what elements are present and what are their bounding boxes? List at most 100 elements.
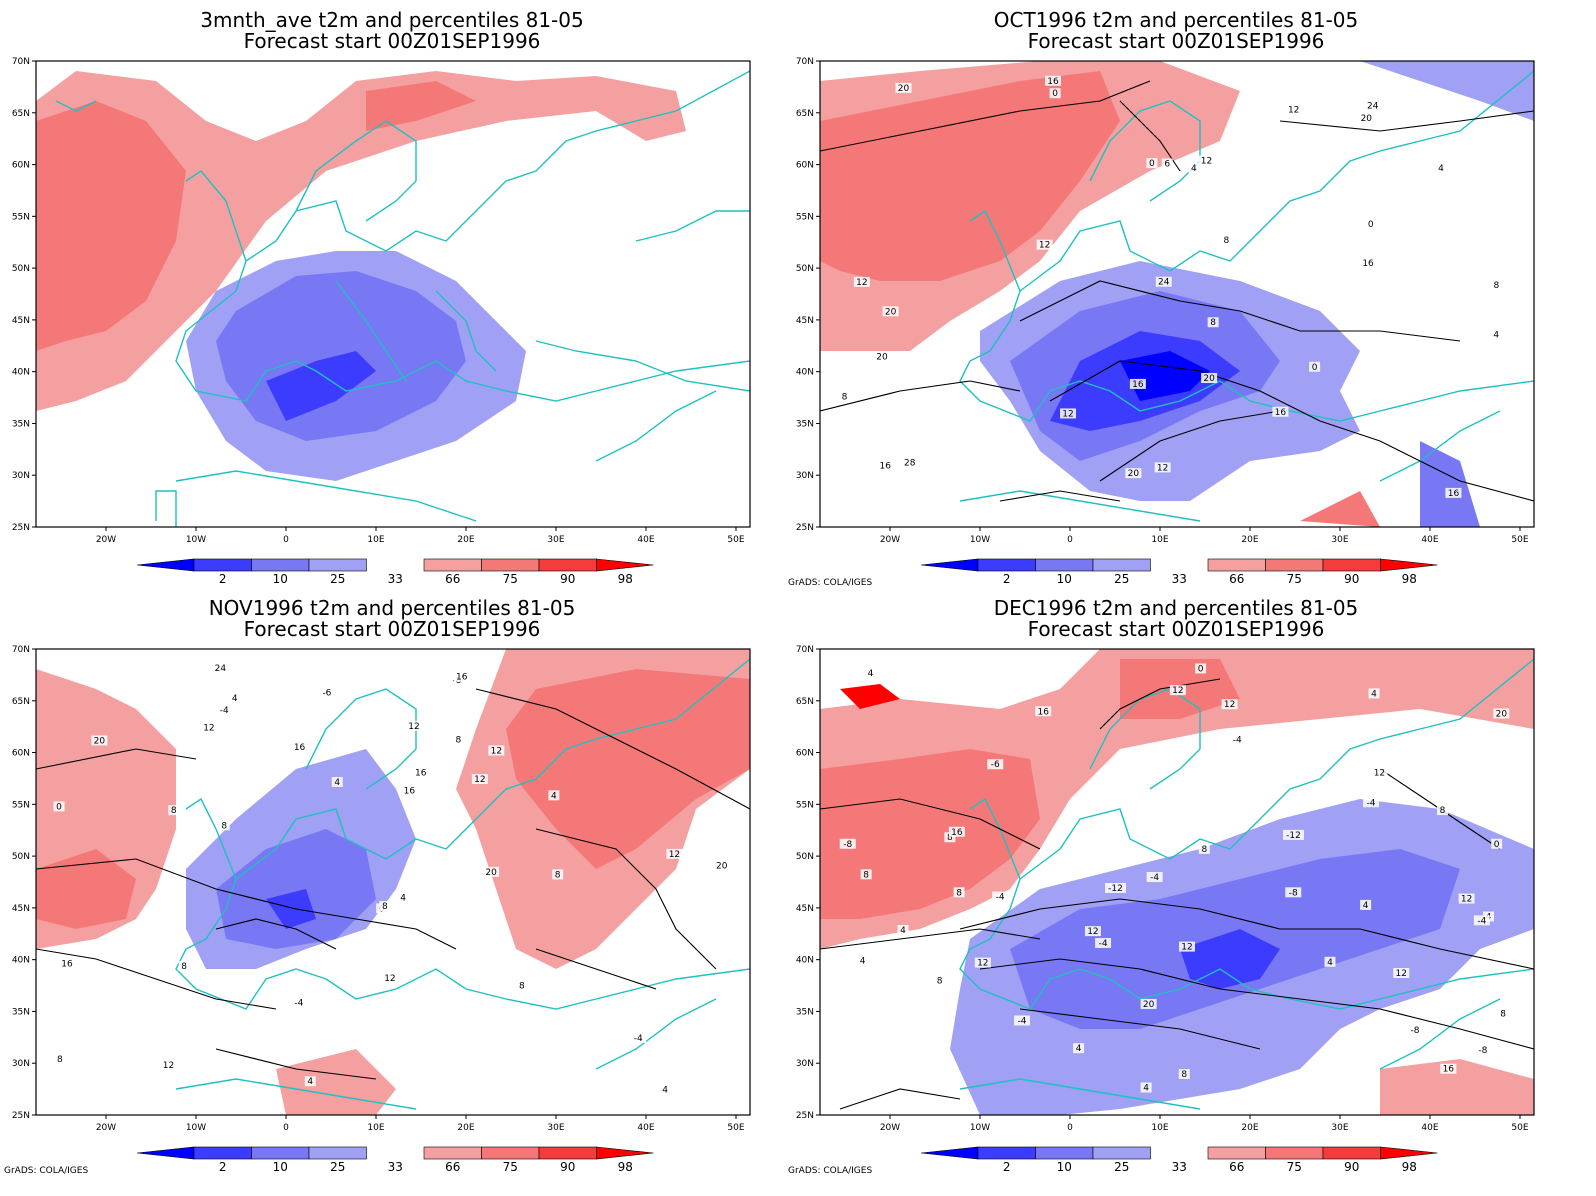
contour-label-bg (1220, 234, 1232, 245)
contour-label: 20 (485, 868, 497, 878)
contour-label: 24 (1158, 278, 1170, 288)
shade-blue-dark (1180, 929, 1280, 989)
contour-label: 8 (382, 902, 388, 912)
shade-red-light (1380, 1059, 1534, 1115)
x-tick-label: 20E (457, 1123, 474, 1133)
shade-red-mid (506, 669, 750, 869)
y-tick-label: 25N (12, 1111, 30, 1121)
x-tick-label: 0 (1067, 535, 1073, 545)
colorbar-label: 75 (1287, 1160, 1302, 1174)
contour-label: 0 (1368, 220, 1374, 230)
contour-label-bg (548, 790, 560, 801)
map-area (35, 60, 751, 528)
panel-title: DEC1996 t2m and percentiles 81-05 (994, 596, 1359, 620)
y-tick-label: 65N (796, 109, 814, 119)
contour-label-bg (1140, 998, 1157, 1009)
contour-label-bg (864, 667, 876, 678)
contour-label: 0 (1312, 363, 1318, 373)
contour-label-bg (1360, 257, 1377, 268)
contour-label: -12 (1108, 884, 1123, 894)
contour-label: 4 (900, 926, 906, 936)
contour-label: 16 (1443, 1065, 1455, 1075)
contour-label-bg (839, 838, 856, 849)
contour-label: 4 (1493, 331, 1499, 341)
colorbar-label: 98 (1402, 572, 1417, 586)
colorbar-box (423, 1146, 482, 1160)
colorbar-label: 10 (273, 1160, 288, 1174)
x-tick-label: 30E (547, 1123, 564, 1133)
contour-label-bg (1201, 373, 1218, 384)
contour-label-bg (944, 832, 956, 843)
coastlines (175, 658, 750, 1110)
x-tick-label: 0 (283, 535, 289, 545)
contour-label-bg (397, 892, 409, 903)
y-tick-label: 60N (796, 161, 814, 171)
colorbar-box (1035, 558, 1094, 572)
contour-label: 20 (1361, 114, 1373, 124)
contour-label-bg (304, 1076, 316, 1087)
y-tick-label: 45N (796, 316, 814, 326)
contour-label: 16 (61, 959, 73, 969)
contour-label: 8 (956, 888, 962, 898)
colorbar-label: 2 (219, 572, 227, 586)
contour-label-bg (1198, 843, 1210, 854)
colorbar-box (481, 1146, 540, 1160)
contour-label-bg (1435, 163, 1447, 174)
contour-label: 8 (1224, 236, 1230, 246)
contour-label: 4 (1363, 901, 1369, 911)
contour-label-bg (857, 955, 869, 966)
contour-label-bg (1073, 1043, 1085, 1054)
contour-label: 12 (163, 1061, 174, 1071)
contour-label: 12 (1087, 927, 1098, 937)
y-tick-label: 70N (12, 645, 30, 655)
contour-label: 12 (977, 959, 988, 969)
panel-oct1996: OCT1996 t2m and percentiles 81-05 Foreca… (788, 8, 1535, 588)
colorbar-box (251, 558, 310, 572)
contour-label: -8 (843, 840, 852, 850)
y-tick-label: 25N (12, 523, 30, 533)
contour-label-bg (1445, 487, 1462, 498)
contour-label-bg (1179, 941, 1196, 952)
y-tick-label: 65N (796, 697, 814, 707)
y-tick-label: 60N (12, 749, 30, 759)
contour-label-bg (381, 972, 398, 983)
x-tick-label: 50E (727, 535, 744, 545)
colorbar-label: 75 (503, 572, 518, 586)
y-tick-label: 25N (796, 523, 814, 533)
panel-axes: 70N 65N 60N 55N 50N 45N 40N 35N 30N 25N 20W 10W 0 10E… (796, 645, 1529, 1174)
contour-label: 8 (221, 821, 227, 831)
contour-label: 8 (1210, 318, 1216, 328)
contour-label-bg (1285, 887, 1302, 898)
contour-label: 8 (1494, 281, 1500, 291)
contour-label: 4 (551, 791, 557, 801)
contour-label: 8 (1181, 1070, 1187, 1080)
contour-label: 12 (474, 775, 485, 785)
contour-label: 12 (1157, 463, 1168, 473)
contour-label-bg (1045, 75, 1062, 86)
contours (36, 688, 750, 1080)
contour-label: 8 (863, 870, 869, 880)
y-tick-label: 50N (12, 264, 30, 274)
contour-label-bg (873, 351, 890, 362)
colorbar-box (1207, 558, 1266, 572)
contour-label: 16 (1448, 489, 1460, 499)
colorbar-label: 90 (1344, 572, 1359, 586)
contour-label: 8 (555, 870, 561, 880)
y-tick-label: 35N (796, 419, 814, 429)
colorbar-label: 90 (1344, 1160, 1359, 1174)
contour-label: 20 (1143, 1000, 1155, 1010)
contour-label-bg (483, 866, 500, 877)
contour-label: 0 (56, 802, 62, 812)
colorbar-box (1265, 1146, 1324, 1160)
contour-label-bg (471, 773, 488, 784)
contour-label-bg (1324, 956, 1336, 967)
shade-red-max (840, 684, 900, 709)
contour-label-bg (853, 276, 870, 287)
contour-label-bg (291, 741, 308, 752)
y-tick-label: 45N (12, 316, 30, 326)
contour-label: -12 (1286, 831, 1301, 841)
contour-label-bg (1195, 663, 1207, 674)
shade-red-mid (36, 101, 186, 351)
contour-label-bg (630, 1032, 647, 1043)
contour-label-bg (877, 460, 894, 471)
